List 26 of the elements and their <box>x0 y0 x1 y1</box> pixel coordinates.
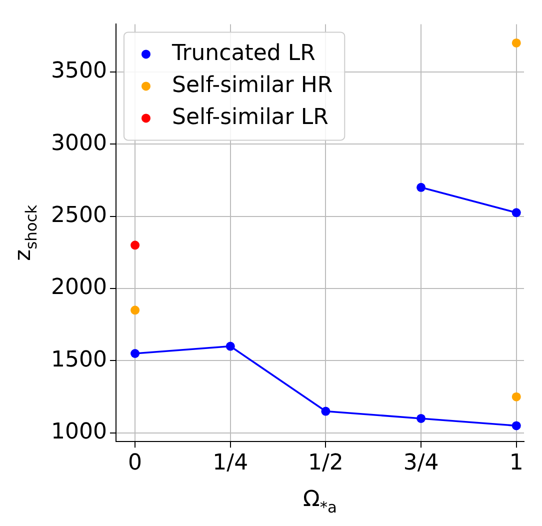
y-tick-label: 2500 <box>50 203 107 228</box>
y-tick-label: 3000 <box>50 130 107 156</box>
point <box>321 406 330 416</box>
point <box>130 306 140 315</box>
x-tick-label: 3/4 <box>403 450 439 476</box>
x-tick-label: 1/2 <box>308 450 344 476</box>
legend-label: Self-similar LR <box>172 104 328 130</box>
legend-label: Self-similar HR <box>172 72 333 98</box>
x-tick-label: 1/4 <box>212 450 248 476</box>
x-tick-label: 1 <box>509 450 524 476</box>
point <box>512 392 521 402</box>
point <box>416 182 426 192</box>
point <box>512 208 521 218</box>
y-tick-label: 1000 <box>50 420 107 445</box>
legend-label: Truncated LR <box>170 40 316 66</box>
y-tick-label: 1500 <box>50 347 107 372</box>
point <box>512 38 521 48</box>
point <box>226 342 235 351</box>
y-axis-title: zshock <box>11 204 41 261</box>
point <box>130 349 140 358</box>
y-tick-label: 2000 <box>50 275 107 300</box>
point <box>130 240 140 250</box>
x-tick-label: 0 <box>128 450 142 476</box>
y-tick-label: 3500 <box>50 58 107 84</box>
point <box>512 421 521 430</box>
point <box>416 414 426 423</box>
